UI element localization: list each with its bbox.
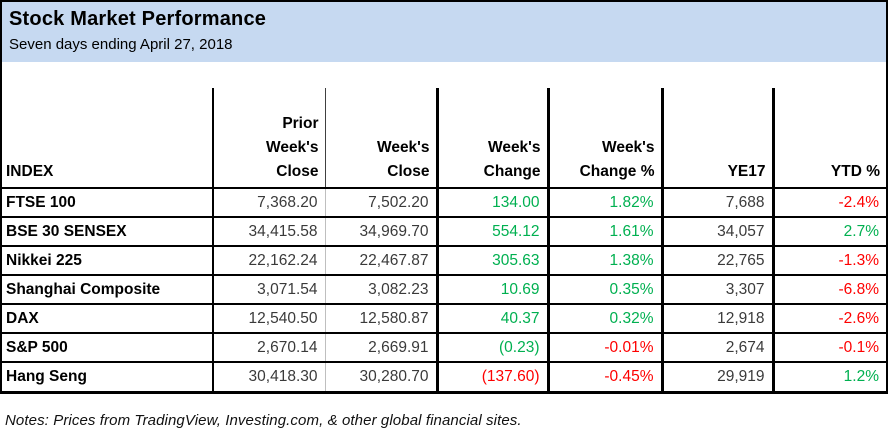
cell-ytd-pct: -6.8% [773, 275, 886, 305]
cell-ye17: 2,674 [662, 333, 775, 363]
cell-weeks-change-pct: -0.45% [548, 362, 664, 391]
table-row-dax: DAX 12,540.50 12,580.87 40.37 0.32% 12,9… [2, 304, 886, 334]
cell-weeks-change-pct: 1.82% [548, 188, 664, 218]
column-header-index: INDEX [2, 88, 214, 189]
table-row-nikkei-225: Nikkei 225 22,162.24 22,467.87 305.63 1.… [2, 246, 886, 276]
table-row-ftse-100: FTSE 100 7,368.20 7,502.20 134.00 1.82% … [2, 188, 886, 218]
cell-ye17: 34,057 [662, 217, 775, 247]
index-name: S&P 500 [2, 333, 214, 363]
cell-weeks-close: 34,969.70 [325, 217, 439, 247]
cell-weeks-change-pct: 1.38% [548, 246, 664, 276]
cell-ye17: 12,918 [662, 304, 775, 334]
index-name: BSE 30 SENSEX [2, 217, 214, 247]
table-row-hang-seng: Hang Seng 30,418.30 30,280.70 (137.60) -… [2, 362, 886, 391]
cell-weeks-change-pct: 0.35% [548, 275, 664, 305]
index-name: DAX [2, 304, 214, 334]
cell-ytd-pct: 1.2% [843, 368, 879, 385]
market-table: INDEX Prior Week's Close Week's Close We… [2, 88, 886, 391]
column-header-weeks-change: Week's Change [437, 88, 550, 189]
cell-ytd-pct: -0.1% [773, 333, 886, 363]
cell-weeks-change-pct: 0.32% [548, 304, 664, 334]
cell-prior-close: 22,162.24 [213, 246, 326, 276]
cell-weeks-change: 554.12 [437, 217, 550, 247]
cell-weeks-change: 10.69 [437, 275, 550, 305]
cell-weeks-close: 12,580.87 [325, 304, 439, 334]
table-row-bse-30-sensex: BSE 30 SENSEX 34,415.58 34,969.70 554.12… [2, 217, 886, 247]
column-header-ye17: YE17 [662, 88, 775, 189]
cell-weeks-change: (0.23) [437, 333, 550, 363]
table-row-sp-500: S&P 500 2,670.14 2,669.91 (0.23) -0.01% … [2, 333, 886, 363]
index-name: Shanghai Composite [2, 275, 214, 305]
cell-weeks-close: 2,669.91 [325, 333, 439, 363]
table-frame: Stock Market Performance Seven days endi… [0, 0, 888, 394]
cell-weeks-change: (137.60) [437, 362, 550, 391]
cell-ye17: 7,688 [662, 188, 775, 218]
column-header-prior-weeks-close: Prior Week's Close [213, 88, 326, 189]
cell-ye17: 29,919 [662, 362, 775, 391]
cell-weeks-close: 30,280.70 [325, 362, 439, 391]
page-subtitle: Seven days ending April 27, 2018 [9, 36, 233, 53]
table-row-shanghai-composite: Shanghai Composite 3,071.54 3,082.23 10.… [2, 275, 886, 305]
cell-ye17: 22,765 [662, 246, 775, 276]
cell-ytd-pct: -2.4% [773, 188, 886, 218]
spacer [2, 62, 886, 88]
cell-weeks-change-pct: -0.01% [548, 333, 664, 363]
cell-weeks-close: 3,082.23 [325, 275, 439, 305]
cell-weeks-change-pct: 1.61% [548, 217, 664, 247]
column-header-weeks-change-pct: Week's Change % [548, 88, 664, 189]
page-title: Stock Market Performance [9, 8, 267, 30]
cell-weeks-change: 40.37 [437, 304, 550, 334]
column-header-weeks-close: Week's Close [325, 88, 439, 189]
cell-prior-close: 2,670.14 [213, 333, 326, 363]
cell-weeks-close: 7,502.20 [325, 188, 439, 218]
cell-weeks-change: 134.00 [437, 188, 550, 218]
header-row: INDEX Prior Week's Close Week's Close We… [2, 88, 886, 189]
index-name: Nikkei 225 [2, 246, 214, 276]
cell-prior-close: 30,418.30 [213, 362, 326, 391]
cell-prior-close: 34,415.58 [213, 217, 326, 247]
cell-ye17: 3,307 [662, 275, 775, 305]
cell-ytd-pct: -1.3% [773, 246, 886, 276]
cell-weeks-change: 305.63 [437, 246, 550, 276]
cell-prior-close: 12,540.50 [213, 304, 326, 334]
cell-ytd-pct: 2.7% [773, 217, 886, 247]
cell-prior-close: 7,368.20 [213, 188, 326, 218]
title-band: Stock Market Performance Seven days endi… [2, 2, 886, 62]
cell-weeks-close: 22,467.87 [325, 246, 439, 276]
cell-prior-close: 3,071.54 [213, 275, 326, 305]
column-header-ytd-pct: YTD % [773, 88, 886, 189]
notes-footer: Notes: Prices from TradingView, Investin… [5, 412, 522, 429]
index-name: Hang Seng [2, 362, 214, 391]
index-name: FTSE 100 [2, 188, 214, 218]
cell-ytd-pct: -2.6% [773, 304, 886, 334]
